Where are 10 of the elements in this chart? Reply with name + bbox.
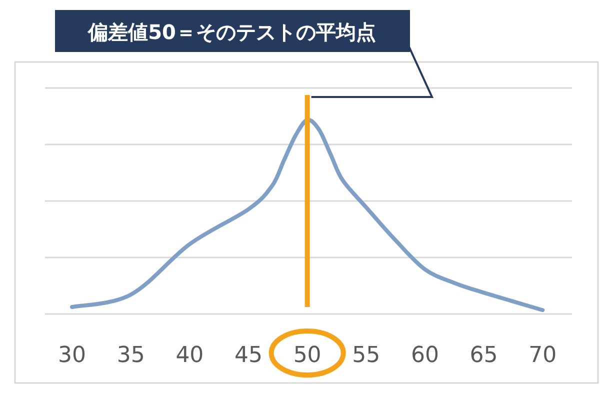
text: 偏差値50＝そのテストの平均点 [87, 20, 376, 44]
x-tick-label: 70 [528, 343, 557, 368]
x-tick-label: 35 [116, 343, 145, 368]
x-tick-label: 30 [58, 343, 86, 368]
x-tick-label: 45 [234, 343, 263, 368]
x-tick-label: 55 [352, 343, 380, 368]
x-tick-label: 50 [293, 343, 322, 368]
x-tick-label: 40 [176, 343, 204, 368]
x-tick-label: 65 [470, 343, 498, 368]
x-tick-label: 60 [410, 343, 439, 368]
